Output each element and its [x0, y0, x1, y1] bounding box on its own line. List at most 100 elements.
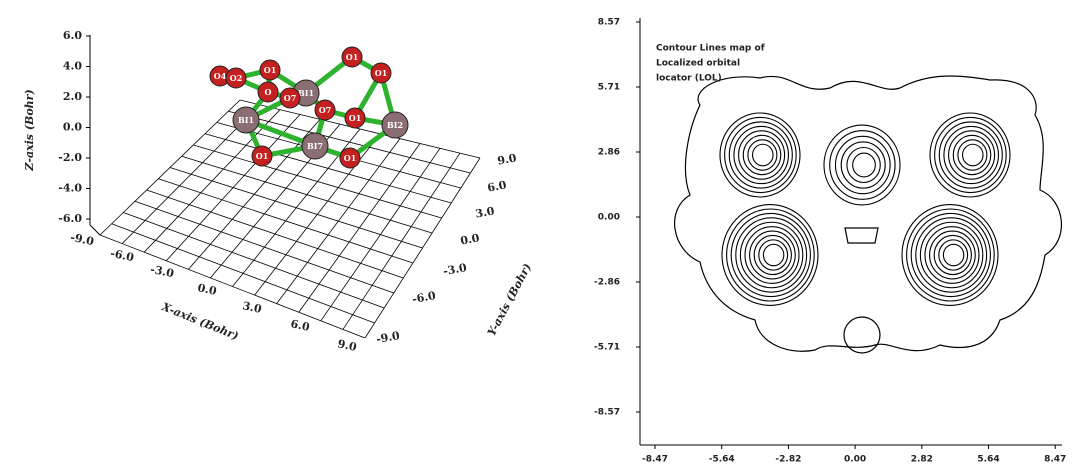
x-tick-label: 0.00: [844, 455, 866, 465]
y-tick-label: 3.0: [474, 204, 495, 220]
y-tick-label: -3.0: [442, 261, 468, 278]
atom-label: O: [265, 87, 272, 97]
contour-line: [750, 231, 796, 279]
atom: BI2: [382, 112, 408, 138]
y-tick-label: 2.86: [598, 148, 620, 158]
contour-line: [935, 117, 1007, 192]
contour-line: [722, 205, 818, 306]
atom: O1: [371, 63, 391, 83]
contour-outer: [675, 76, 1062, 351]
contour-line: [943, 244, 963, 265]
contour-line: [736, 218, 807, 292]
contour-line: [853, 153, 876, 177]
grid-line: [277, 139, 400, 304]
contour-line: [953, 135, 991, 174]
annotation: Contour Lines map of: [656, 44, 765, 54]
annotation: locator (LOL): [656, 74, 722, 84]
atom-label: BI2: [387, 120, 403, 130]
annotation: Localized orbital: [656, 59, 740, 69]
y-tick-label: -6.0: [411, 289, 437, 306]
atom: O7: [280, 88, 300, 108]
contour-bar: [845, 228, 878, 243]
contour-plot: 8.57 5.71 2.86 0.00 -2.86 -5.71 -8.57 -8.47 -5.6…: [594, 18, 1066, 465]
z-axis-base: [90, 225, 100, 235]
atom-label: O1: [256, 151, 269, 161]
z-tick-label: -2.0: [58, 151, 82, 164]
atom-label: BI7: [307, 141, 323, 151]
z-tick-label: 4.0: [63, 60, 82, 73]
y-tick-label: 6.0: [486, 178, 507, 194]
atom: O: [258, 82, 278, 102]
x-tick-label: -6.0: [109, 247, 135, 265]
contour-line: [753, 144, 774, 166]
x-tick-label: -8.47: [642, 455, 668, 465]
molecule-plot: 6.0 4.0 2.0 0.0 -2.0 -4.0 -6.0 Z-axis (Bohr) -9.…: [23, 29, 534, 354]
x-tick-label: 5.64: [977, 455, 999, 465]
atom: O2: [226, 68, 246, 88]
atom-label: BI1: [238, 115, 254, 125]
atom: BI1: [233, 107, 259, 133]
contour-line: [763, 244, 783, 265]
x-tick-label: 3.0: [241, 299, 263, 316]
grid-line: [365, 158, 480, 338]
contour-line: [739, 131, 785, 179]
atom-label: O7: [284, 93, 297, 103]
atom-label: O1: [349, 113, 362, 123]
contour-line: [754, 235, 791, 274]
atom: O1: [342, 47, 362, 67]
atom: O7: [315, 100, 335, 120]
x-tick-label: -3.0: [149, 263, 175, 281]
y-tick-label: 0.00: [598, 213, 620, 223]
x-tick-label: -9.0: [69, 231, 95, 249]
figure: 6.0 4.0 2.0 0.0 -2.0 -4.0 -6.0 Z-axis (Bohr) -9.…: [0, 0, 1087, 465]
z-tick-label: 0.0: [63, 121, 82, 134]
y-tick-label: 8.57: [598, 18, 620, 28]
z-tick-label: 6.0: [63, 29, 82, 42]
atom-label: O1: [344, 153, 357, 163]
x-tick-label: 6.0: [289, 317, 311, 334]
y-tick-label: 5.71: [598, 83, 620, 93]
x-tick-label: -5.64: [709, 455, 735, 465]
atom: O1: [345, 108, 365, 128]
y-tick-label: -5.71: [594, 343, 620, 353]
z-axis-title: Z-axis (Bohr): [23, 89, 36, 171]
y-tick-label: -9.0: [375, 329, 401, 346]
atom-label: O2: [230, 73, 243, 83]
atom: O1: [252, 146, 272, 166]
x-tick-label: 0.0: [196, 281, 218, 298]
y-tick-label: -2.86: [594, 278, 620, 288]
atom-label: O4: [214, 71, 227, 81]
x-tick-label: 9.0: [336, 337, 358, 354]
atom-label: O7: [319, 105, 332, 115]
z-tick-label: -4.0: [58, 182, 82, 195]
atom-label: O1: [375, 68, 388, 78]
atom-label: O1: [264, 65, 277, 75]
contour-line: [835, 136, 890, 193]
contour-line: [725, 117, 797, 192]
contour-line: [930, 231, 976, 279]
contour-small: [844, 317, 880, 353]
x-tick-label: 8.47: [1044, 455, 1066, 465]
contour-line: [963, 144, 984, 166]
contour-line: [841, 142, 885, 188]
contour-line: [743, 135, 781, 174]
x-axis-title: X-axis (Bohr): [159, 300, 240, 343]
grid-line: [299, 144, 420, 313]
atom: BI7: [302, 133, 328, 159]
grid-line: [182, 156, 432, 233]
z-tick-label: 2.0: [63, 90, 82, 103]
contour-line: [949, 131, 995, 179]
atom: O1: [260, 60, 280, 80]
y-tick-label: 9.0: [496, 151, 517, 167]
atom-label: O1: [346, 52, 359, 62]
x-tick-label: 2.82: [911, 455, 933, 465]
atom: O1: [340, 148, 360, 168]
y-tick-label: -8.57: [594, 408, 620, 418]
z-tick-label: -6.0: [58, 212, 82, 225]
grid-line: [343, 153, 460, 329]
y-tick-label: 0.0: [459, 231, 480, 247]
x-tick-label: -2.82: [775, 455, 801, 465]
contour-line: [916, 218, 987, 292]
contour-line: [934, 235, 971, 274]
y-axis-title: Y-axis (Bohr): [485, 261, 534, 338]
